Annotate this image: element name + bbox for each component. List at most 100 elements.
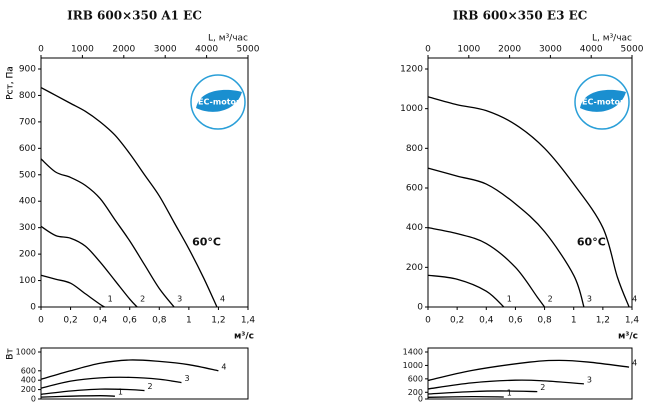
y-tick-label: 600	[19, 144, 36, 154]
y-axis-label: Pст, Па	[6, 66, 16, 100]
x2-tick-label: 1000	[71, 45, 94, 55]
curve	[427, 379, 584, 390]
x-tick-label: 0,4	[93, 316, 108, 326]
x2-tick-label: 3000	[539, 45, 562, 55]
y-tick-label: 900	[19, 65, 36, 75]
curve	[427, 167, 585, 308]
y-tick-label: 0	[30, 303, 36, 313]
x2-tick-label: 4000	[580, 45, 603, 55]
curve	[427, 227, 546, 308]
curve-label: 1	[507, 295, 512, 304]
y-tick-label: 700	[19, 117, 36, 127]
y-tick-label: 100	[19, 276, 36, 286]
curve-label: 1	[108, 295, 113, 304]
curve	[40, 158, 175, 308]
x-tick-label: 0,8	[152, 316, 167, 326]
plot-frame	[40, 57, 249, 308]
curve-label: 4	[632, 359, 637, 368]
y-tick-label: 1000	[403, 361, 423, 370]
curve	[427, 96, 630, 308]
y-tick-label: 800	[19, 91, 36, 101]
curve	[40, 359, 219, 380]
chart-title: IRB 600×350 A1 EC	[67, 9, 202, 23]
y-axis-label: Вт	[6, 348, 16, 359]
y-tick-label: 1000	[16, 348, 36, 357]
x2-tick-label: 1000	[457, 45, 480, 55]
x-tick-label: 0,4	[479, 316, 494, 326]
curve-label: 1	[118, 388, 123, 397]
curve-label: 4	[221, 362, 226, 371]
y-tick-label: 600	[406, 184, 423, 194]
curve	[427, 395, 504, 398]
x-axis-label: м³/с	[234, 332, 254, 342]
x-tick-label: 1,4	[625, 316, 640, 326]
y-tick-label: 200	[19, 250, 36, 260]
x-tick-label: 1,2	[211, 316, 225, 326]
y-tick-label: 400	[406, 223, 423, 233]
curve-label: 3	[184, 374, 189, 383]
x2-tick-label: 2000	[112, 45, 135, 55]
curve	[40, 376, 182, 389]
x-tick-label: 0,8	[537, 316, 552, 326]
curve-label: 2	[540, 383, 545, 392]
badge-leaf	[196, 89, 242, 112]
x2-tick-label: 4000	[195, 45, 218, 55]
curve-label: 3	[177, 295, 182, 304]
y-axis-label: Вт	[6, 348, 16, 359]
plot-frame	[427, 347, 633, 400]
x2-tick-label: 5000	[621, 45, 644, 55]
x2-tick-label: 0	[425, 45, 431, 55]
y-tick-label: 200	[21, 385, 36, 394]
y-tick-label: 800	[406, 144, 423, 154]
x2-tick-label: 2000	[498, 45, 521, 55]
curve-label: 3	[587, 375, 592, 384]
annotation: 60°C	[192, 236, 221, 249]
x2-tick-label: 0	[38, 45, 44, 55]
annotation: 60°C	[577, 236, 606, 249]
curve-label: 2	[148, 382, 153, 391]
y-tick-label: 0	[417, 303, 423, 313]
y-tick-label: 200	[408, 388, 423, 397]
curve-label: 1	[507, 388, 512, 397]
x-tick-label: 0	[425, 316, 431, 326]
curve-label: 4	[632, 295, 637, 304]
curve	[40, 388, 145, 395]
curve	[40, 225, 138, 308]
x-tick-label: 0,2	[450, 316, 464, 326]
x-tick-label: 0,6	[123, 316, 138, 326]
y-axis-label: Pст, Па	[6, 66, 16, 100]
x2-tick-label: 5000	[237, 45, 260, 55]
curve	[427, 390, 538, 395]
curve-label: 3	[587, 295, 592, 304]
y-tick-label: 600	[21, 366, 36, 375]
badge-text: EC-motor	[198, 98, 240, 107]
curve	[40, 395, 115, 398]
plot-frame	[427, 57, 633, 308]
y-tick-label: 500	[19, 170, 36, 180]
y-tick-label: 600	[408, 374, 423, 383]
y-tick-label: 1400	[403, 348, 423, 357]
badge-leaf	[580, 89, 626, 112]
x2-axis-label: L, м³/час	[592, 34, 632, 44]
curve-label: 2	[140, 295, 145, 304]
y-tick-label: 0	[418, 395, 423, 404]
x-tick-label: 1	[186, 316, 192, 326]
y-tick-label: 1200	[400, 65, 423, 75]
x-tick-label: 0	[38, 316, 44, 326]
curve-label: 2	[548, 295, 553, 304]
curve	[40, 274, 105, 308]
y-tick-label: 300	[19, 223, 36, 233]
y-tick-label: 1000	[400, 104, 423, 114]
curve-label: 4	[220, 295, 225, 304]
x-tick-label: 1	[571, 316, 577, 326]
x2-axis-label: L, м³/час	[208, 34, 248, 44]
curve	[427, 359, 630, 382]
x-axis-label: м³/с	[618, 332, 638, 342]
x-tick-label: 1,2	[596, 316, 610, 326]
x-tick-label: 1,4	[241, 316, 256, 326]
x2-tick-label: 3000	[154, 45, 177, 55]
chart-title: IRB 600×350 E3 EC	[453, 9, 588, 23]
badge-text: EC-motor	[582, 98, 624, 107]
curve	[427, 274, 505, 308]
